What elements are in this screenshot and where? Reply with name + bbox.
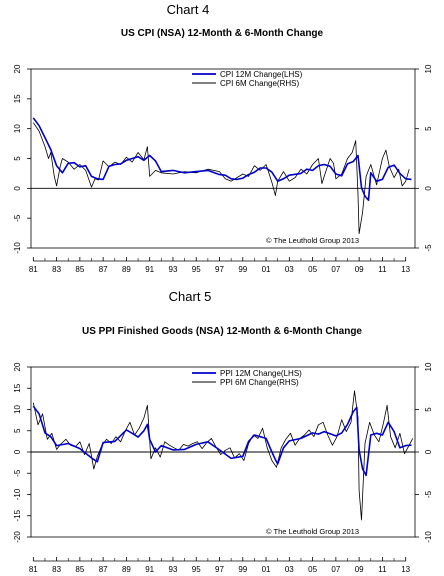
x-axis-tick-label: 87 [99,565,108,574]
x-axis-tick-label: 07 [331,565,340,574]
right-axis-tick-label: -5 [424,490,433,498]
left-axis-tick-label: 10 [13,405,22,414]
x-axis-tick-label: 97 [215,565,224,574]
credit-text: © The Leuthold Group 2013 [266,527,359,536]
left-axis-tick-label: 20 [13,362,22,371]
left-axis-tick-label: 5 [13,428,22,433]
chart-title: US CPI (NSA) 12-Month & 6-Month Change [121,28,324,39]
x-axis-tick-label: 13 [401,265,410,274]
series-line-rhs [32,390,414,521]
series-line-lhs [32,117,412,202]
legend-label: PPI 6M Change(RHS) [220,378,299,387]
x-axis-tick-label: 91 [145,565,154,574]
series-line-lhs [32,405,412,477]
x-axis-tick-label: 89 [122,265,131,274]
chart-4: Chart 4 US CPI (NSA) 12-Month & 6-Month C… [13,2,433,274]
x-axis-tick-label: 11 [378,265,387,274]
chart-label: Chart 4 [167,2,210,17]
x-axis-tick-label: 91 [145,265,154,274]
x-axis-tick-label: 93 [169,265,178,274]
x-axis-tick-label: 99 [238,265,247,274]
left-axis-tick-label: -10 [13,488,22,500]
left-axis-tick-label: 10 [13,124,22,133]
left-axis-tick-label: 15 [13,94,22,103]
legend-label: CPI 6M Change(RHS) [220,79,299,88]
right-axis-tick-label: -5 [424,244,433,252]
x-axis-tick-label: 85 [75,265,84,274]
left-axis-tick-label: 5 [13,156,22,161]
series-line-rhs [32,122,410,235]
chart-label: Chart 5 [169,289,212,304]
x-axis-tick-label: 93 [169,565,178,574]
x-axis-tick-label: 95 [192,265,201,274]
left-axis-tick-label: 20 [13,64,22,73]
legend-label: PPI 12M Change(LHS) [220,369,302,378]
left-axis-tick-label: -5 [13,469,22,477]
x-axis-tick-label: 05 [308,565,317,574]
x-axis-tick-label: 03 [285,565,294,574]
left-axis-tick-label: -5 [13,214,22,222]
x-axis-tick-label: 03 [285,265,294,274]
right-axis-tick-label: 10 [424,64,433,73]
x-axis-tick-label: 95 [192,565,201,574]
right-axis-tick-label: 0 [424,186,433,191]
x-axis-tick-label: 87 [99,265,108,274]
right-axis-tick-label: 0 [424,449,433,454]
left-axis-tick-label: 0 [13,186,22,191]
right-axis-tick-label: -10 [424,531,433,543]
x-axis-tick-label: 83 [52,565,61,574]
x-axis-tick-label: 99 [238,565,247,574]
chart-5: Chart 5 US PPI Finished Goods (NSA) 12-Mo… [13,289,433,574]
right-axis-tick-label: 10 [424,362,433,371]
legend-label: CPI 12M Change(LHS) [220,70,303,79]
plot-frame [30,68,416,249]
x-axis-tick-label: 05 [308,265,317,274]
left-axis-tick-label: -20 [13,531,22,543]
x-axis-tick-label: 01 [262,265,271,274]
x-axis-tick-label: 97 [215,265,224,274]
credit-text: © The Leuthold Group 2013 [266,236,359,245]
right-axis-tick-label: 5 [424,407,433,412]
x-axis-tick-label: 01 [262,565,271,574]
x-axis-tick-label: 83 [52,265,61,274]
x-axis-tick-label: 89 [122,565,131,574]
x-axis-tick-label: 11 [378,565,387,574]
right-axis-tick-label: 5 [424,126,433,131]
x-axis-tick-label: 13 [401,565,410,574]
x-axis-tick-label: 07 [331,265,340,274]
x-axis-tick-label: 09 [355,265,364,274]
x-axis-tick-label: 85 [75,565,84,574]
left-axis-tick-label: -10 [13,242,22,254]
left-axis-tick-label: -15 [13,509,22,521]
x-axis-tick-label: 09 [355,565,364,574]
left-axis-tick-label: 0 [13,449,22,454]
x-axis-tick-label: 81 [29,265,38,274]
left-axis-tick-label: 15 [13,383,22,392]
chart-title: US PPI Finished Goods (NSA) 12-Month & 6… [82,326,362,337]
x-axis-tick-label: 81 [29,565,38,574]
